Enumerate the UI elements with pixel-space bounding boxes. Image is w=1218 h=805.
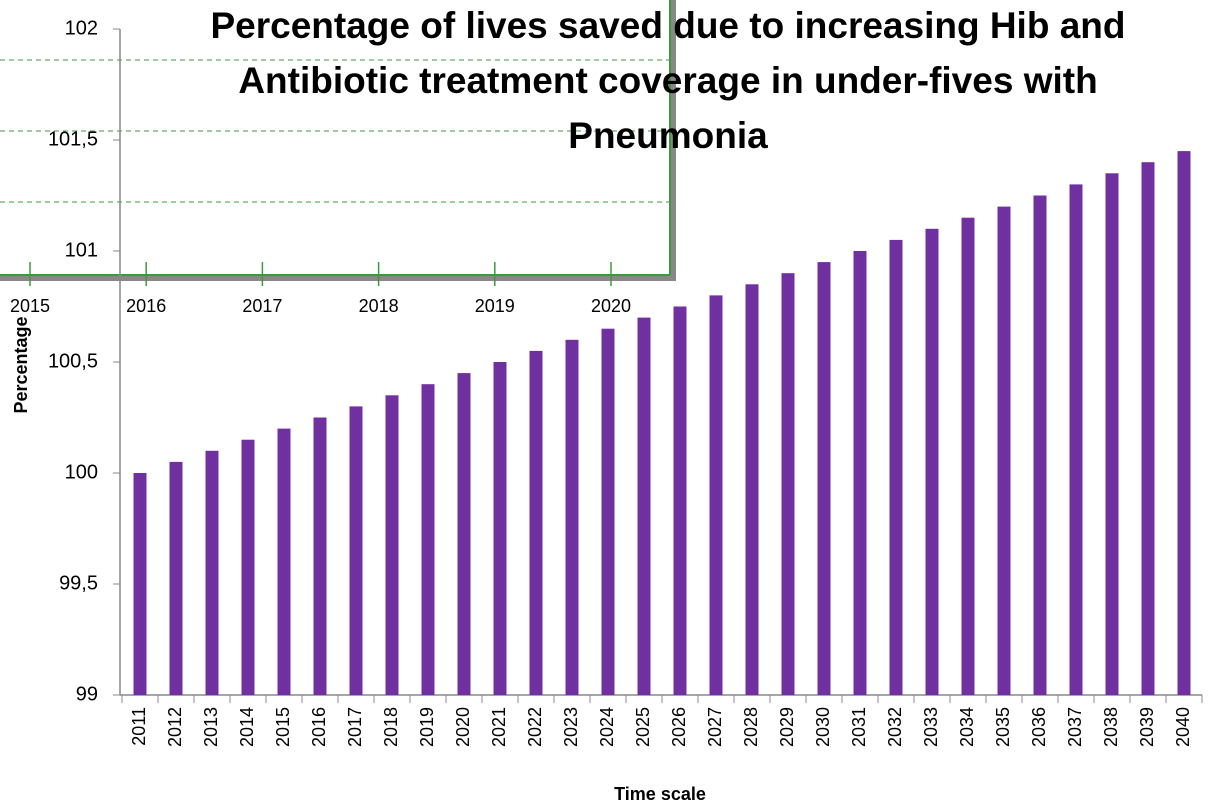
bar: [925, 228, 939, 696]
bar: [241, 439, 255, 695]
x-tick-label: 2012: [165, 707, 185, 747]
inset-background: [0, 0, 670, 275]
y-tick-label: 100: [65, 461, 98, 483]
bar: [1177, 151, 1191, 696]
x-tick-label: 2032: [885, 707, 905, 747]
bar: [889, 239, 903, 695]
x-tick-label: 2040: [1173, 707, 1193, 747]
x-tick-label: 2029: [777, 707, 797, 747]
x-axis-label: Time scale: [614, 784, 706, 804]
x-tick-label: 2013: [201, 707, 221, 747]
x-tick-label: 2038: [1101, 707, 1121, 747]
y-tick-label: 99: [76, 683, 98, 705]
bar: [745, 284, 759, 695]
bar: [169, 461, 183, 695]
bar: [457, 373, 471, 695]
x-tick-label: 2035: [993, 707, 1013, 747]
x-tick-label: 2028: [741, 707, 761, 747]
bar: [853, 251, 867, 695]
bar: [1141, 162, 1155, 695]
x-tick-label: 2014: [237, 707, 257, 747]
bar: [205, 450, 219, 695]
y-tick-label: 99,5: [59, 572, 98, 594]
y-tick-label: 101,5: [48, 128, 98, 150]
y-tick-label: 101: [65, 239, 98, 261]
bar: [637, 317, 651, 695]
y-axis-label: Percentage: [11, 316, 31, 413]
y-tick-label: 102: [65, 17, 98, 39]
bar: [817, 262, 831, 695]
bar: [1069, 184, 1083, 695]
x-tick-label: 2022: [525, 707, 545, 747]
inset-x-tick-label: 2020: [591, 296, 631, 316]
bar: [277, 428, 291, 695]
bar: [493, 362, 507, 695]
x-tick-label: 2031: [849, 707, 869, 747]
x-tick-label: 2015: [273, 707, 293, 747]
bar: [529, 350, 543, 695]
x-tick-label: 2019: [417, 707, 437, 747]
bar: [349, 406, 363, 695]
x-tick-label: 2037: [1065, 707, 1085, 747]
inset-x-tick-label: 2015: [10, 296, 50, 316]
x-tick-label: 2021: [489, 707, 509, 747]
bar: [997, 206, 1011, 695]
x-tick-label: 2036: [1029, 707, 1049, 747]
x-tick-label: 2011: [129, 707, 149, 746]
x-tick-label: 2027: [705, 707, 725, 747]
bar: [781, 273, 795, 695]
inset-x-tick-label: 2018: [359, 296, 399, 316]
x-tick-label: 2016: [309, 707, 329, 747]
bar: [1105, 173, 1119, 696]
inset-x-tick-label: 2016: [126, 296, 166, 316]
chart-title: Pneumonia: [568, 115, 768, 156]
bar: [385, 395, 399, 695]
chart-title: Percentage of lives saved due to increas…: [210, 5, 1125, 46]
y-tick-label: 100,5: [48, 350, 98, 372]
bar: [313, 417, 327, 695]
bar: [133, 473, 147, 695]
inset-x-tick-label: 2019: [475, 296, 515, 316]
inset-panel: [0, 0, 676, 286]
bar: [565, 339, 579, 695]
x-tick-label: 2034: [957, 707, 977, 747]
x-tick-label: 2026: [669, 707, 689, 747]
bar: [673, 306, 687, 695]
bar: [421, 384, 435, 695]
x-tick-label: 2023: [561, 707, 581, 747]
inset-x-tick-label: 2017: [242, 296, 282, 316]
x-tick-label: 2030: [813, 707, 833, 747]
x-tick-label: 2039: [1137, 707, 1157, 747]
x-tick-label: 2018: [381, 707, 401, 747]
x-tick-label: 2017: [345, 707, 365, 747]
chart-title: Antibiotic treatment coverage in under-f…: [238, 60, 1097, 101]
x-tick-label: 2024: [597, 707, 617, 747]
x-tick-label: 2033: [921, 707, 941, 747]
bar: [601, 328, 615, 695]
x-tick-label: 2020: [453, 707, 473, 747]
bar: [1033, 195, 1047, 695]
x-tick-label: 2025: [633, 707, 653, 747]
bar: [709, 295, 723, 695]
bar: [961, 217, 975, 695]
